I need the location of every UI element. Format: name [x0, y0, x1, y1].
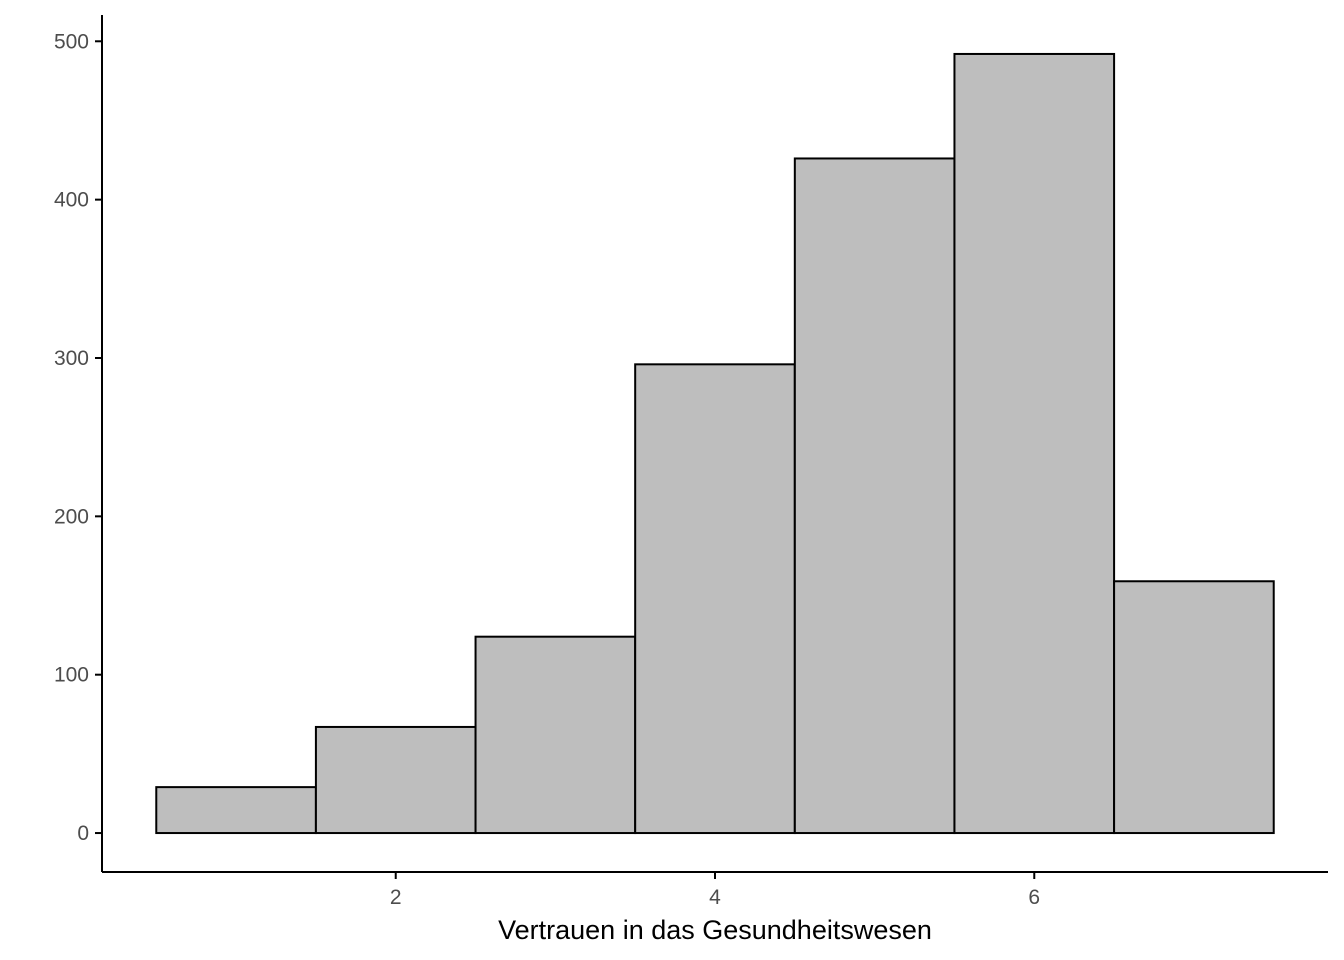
bar-1	[155, 786, 317, 835]
y-tick-label-300: 300	[54, 347, 89, 370]
y-axis: 0 100 200 300 400 500	[54, 15, 103, 872]
bar-6	[953, 52, 1116, 835]
x-tick-label-2: 2	[390, 886, 402, 909]
x-tick-label-4: 4	[709, 886, 721, 909]
bars-group	[155, 52, 1275, 835]
y-tick-label-0: 0	[77, 822, 89, 845]
y-tick-label-200: 200	[54, 505, 89, 528]
x-tick-label-6: 6	[1028, 886, 1040, 909]
y-tick-label-400: 400	[54, 189, 89, 212]
bar-5	[793, 157, 956, 835]
x-axis: 2 4 6	[102, 871, 1328, 909]
bar-7	[1113, 580, 1275, 835]
y-tick-label-500: 500	[54, 30, 89, 53]
bar-3	[474, 635, 637, 835]
bar-4	[634, 363, 796, 835]
y-tick-label-100: 100	[54, 664, 89, 687]
bar-2	[314, 725, 477, 835]
x-axis-title: Vertrauen in das Gesundheitswesen	[498, 915, 932, 945]
